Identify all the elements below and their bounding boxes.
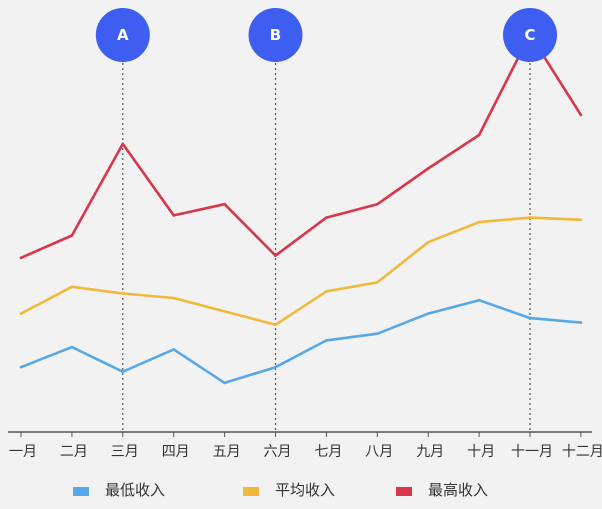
data-point-s3-5 [223, 202, 226, 206]
data-point-s1-7 [325, 339, 328, 342]
x-tick-label: 九月 [416, 444, 444, 460]
series-line-2 [19, 216, 583, 327]
data-point-s2-10 [477, 220, 481, 224]
data-point-s1-6 [274, 365, 277, 369]
legend-swatch-1 [73, 487, 89, 496]
x-axis-tick-labels: 一月 二月 三月 四月 五月 六月 七月 八月 九月 十月 十一月 十二月 [9, 432, 602, 460]
x-tick-label: 十一月 [511, 444, 553, 460]
data-point-s1-2 [70, 345, 74, 349]
legend-label-1: 最低收入 [105, 481, 165, 499]
annotation-label-b: B [270, 26, 281, 44]
data-point-s1-5 [223, 381, 226, 385]
data-point-s1-9 [426, 312, 430, 315]
data-point-s3-10 [477, 133, 481, 137]
annotation-markers: A B C [95, 8, 557, 62]
data-point-s2-5 [223, 310, 226, 313]
data-point-s3-4 [172, 214, 175, 217]
data-point-s1-12 [579, 321, 583, 324]
data-point-s2-3 [121, 292, 125, 295]
data-point-s1-10 [477, 298, 481, 302]
data-point-s3-9 [426, 167, 430, 170]
x-tick-label: 四月 [162, 444, 190, 460]
data-point-s2-4 [172, 296, 175, 300]
data-point-s2-2 [70, 285, 74, 289]
data-point-s3-8 [376, 202, 379, 206]
x-tick-label: 五月 [213, 444, 241, 460]
x-tick-label: 十月 [467, 444, 495, 460]
data-point-s3-6 [274, 254, 277, 257]
data-point-s3-7 [325, 216, 328, 219]
x-tick-label: 十二月 [562, 444, 602, 460]
data-point-s2-6 [274, 323, 277, 327]
series-line-3 [19, 33, 583, 260]
legend-label-2: 平均收入 [275, 481, 335, 499]
data-point-s1-4 [172, 348, 175, 351]
x-tick-label: 二月 [60, 444, 88, 460]
data-point-s2-12 [579, 218, 583, 222]
legend-label-3: 最高收入 [428, 481, 488, 499]
x-tick-label: 七月 [314, 444, 342, 460]
legend-swatch-2 [243, 487, 259, 496]
annotation-badge-c [503, 8, 557, 62]
series-lines [19, 33, 583, 385]
annotation-badge-a [95, 8, 150, 62]
data-point-s3-12 [579, 113, 583, 117]
data-point-s3-2 [70, 234, 74, 237]
data-point-s1-11 [528, 316, 532, 320]
annotation-label-c: C [524, 26, 535, 44]
legend: 最低收入 平均收入 最高收入 [73, 481, 488, 499]
x-tick-label: 八月 [365, 444, 393, 460]
data-point-s2-11 [528, 216, 532, 219]
annotation-badge-b [248, 8, 303, 62]
annotation-lines [122, 58, 531, 432]
data-point-s1-8 [376, 332, 379, 336]
data-point-s2-9 [426, 240, 430, 244]
x-tick-label: 一月 [9, 444, 37, 460]
data-point-s3-1 [19, 256, 23, 260]
x-tick-label: 六月 [264, 444, 292, 460]
data-point-s3-3 [121, 142, 125, 146]
data-point-s2-8 [376, 281, 379, 284]
annotation-label-a: A [117, 26, 129, 44]
legend-swatch-3 [396, 487, 412, 496]
x-tick-label: 三月 [111, 444, 139, 460]
data-point-s1-3 [121, 370, 125, 374]
data-point-s2-1 [19, 312, 23, 315]
data-point-s1-1 [19, 365, 23, 369]
series-line-1 [19, 298, 583, 385]
data-point-s2-7 [325, 290, 328, 293]
